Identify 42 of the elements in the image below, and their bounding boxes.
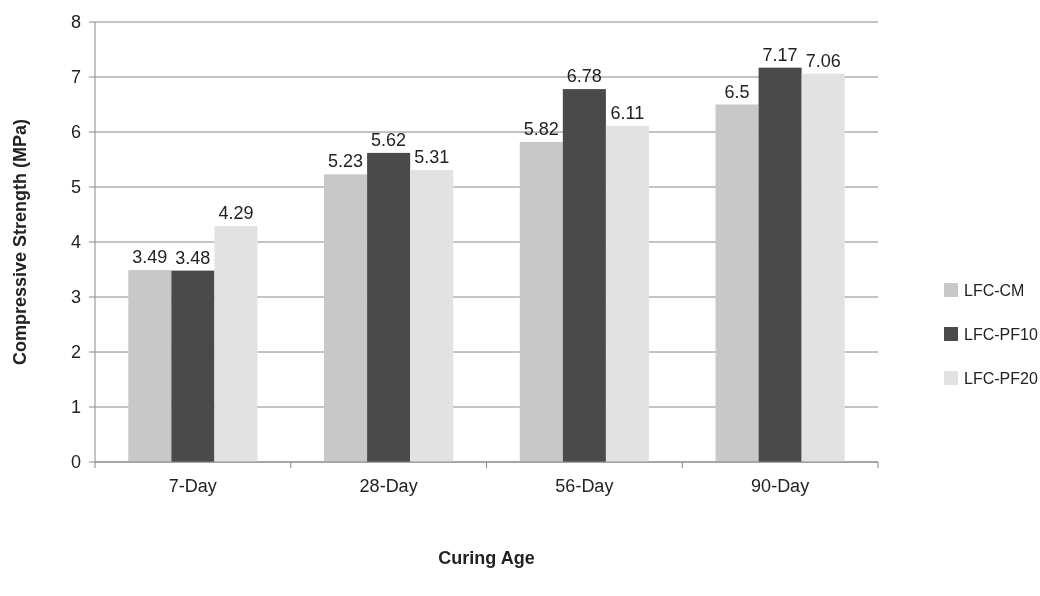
y-tick-label: 5	[70, 177, 81, 198]
data-label: 6.11	[610, 102, 645, 123]
x-tick-label: 7-Day	[168, 476, 217, 496]
y-tick-label: 4	[70, 232, 81, 253]
y-tick-label: 3	[70, 287, 81, 308]
bar	[324, 174, 368, 462]
data-label: 6.78	[566, 66, 602, 87]
x-tick-label: 28-Day	[359, 476, 418, 496]
bar	[367, 152, 411, 462]
data-label: 3.48	[175, 247, 211, 268]
bar	[410, 169, 454, 462]
y-axis-title: Compressive Strength (MPa)	[10, 118, 30, 366]
bar	[801, 73, 845, 462]
y-tick-label: 1	[70, 397, 81, 418]
y-tick-label: 6	[70, 122, 81, 143]
bar	[562, 89, 606, 462]
x-axis-title: Curing Age	[438, 548, 535, 568]
data-label: 3.49	[132, 247, 168, 268]
y-tick-label: 2	[70, 342, 81, 363]
x-tick-label: 56-Day	[555, 476, 614, 496]
x-tick-label: 90-Day	[751, 476, 810, 496]
y-tick-label: 8	[70, 12, 81, 33]
bar	[519, 141, 563, 462]
data-label: 5.62	[371, 129, 407, 150]
data-label: 6.5	[724, 81, 750, 102]
data-label: 4.29	[218, 203, 254, 224]
bar	[128, 270, 172, 462]
y-tick-label: 7	[70, 67, 81, 88]
legend-label: LFC-CM	[964, 281, 1025, 299]
legend-label: LFC-PF10	[964, 325, 1038, 343]
data-label: 5.23	[328, 151, 364, 172]
legend-label: LFC-PF20	[964, 369, 1038, 387]
y-tick-label: 0	[70, 452, 81, 473]
data-label: 7.06	[805, 50, 841, 71]
bar	[605, 125, 649, 462]
data-label: 5.31	[414, 146, 450, 167]
bar	[758, 67, 802, 462]
bar	[171, 270, 215, 462]
data-label: 5.82	[523, 118, 559, 139]
bar	[214, 226, 258, 462]
data-label: 7.17	[762, 44, 798, 65]
bar	[715, 104, 759, 462]
